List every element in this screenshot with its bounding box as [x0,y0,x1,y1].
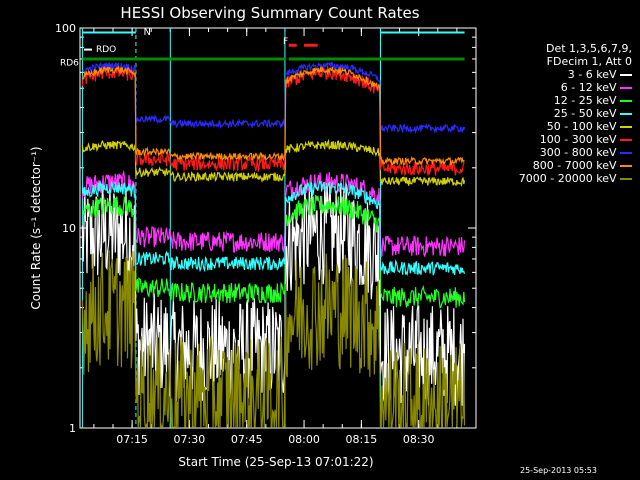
legend-entry-label: 800 - 7000 keV [532,159,620,172]
legend-header-detectors: Det 1,3,5,6,7,9, [545,42,632,55]
legend-swatch [620,139,632,141]
series-line [81,179,466,277]
y-tick-label: 10 [62,222,76,235]
series-line [82,65,465,166]
timestamp: 25-Sep-2013 05:53 [520,466,597,475]
series-line [81,250,466,429]
legend-header-decimation: FDecim 1, Att 0 [546,55,632,68]
legend-entry-label: 100 - 300 keV [539,133,620,146]
series-group [81,61,466,429]
x-tick-label: 07:45 [231,433,263,446]
legend-entry-label: 6 - 12 keV [560,81,620,94]
series-line [81,182,466,406]
x-tick-label: 08:30 [403,433,435,446]
legend-entry: 3 - 6 keV [484,68,632,81]
legend-swatch [620,87,632,89]
legend-swatch [620,152,632,154]
series-line [82,194,466,309]
y-tick-label: 100 [55,22,76,35]
series-line [81,63,465,177]
x-axis-ticks: 07:15 07:30 07:45 08:00 08:15 08:30 [93,28,477,446]
x-tick-label: 08:15 [346,433,378,446]
saa-flags: RD6 RDO [60,45,465,68]
rdo-label: RDO [96,45,116,55]
legend-entry: 7000 - 20000 keV [484,172,632,185]
legend-entry-label: 25 - 50 keV [553,107,620,120]
legend-entry-label: 7000 - 20000 keV [518,172,620,185]
legend-entry: 12 - 25 keV [484,94,632,107]
flare-flags: F [283,37,318,47]
legend-swatch [620,178,632,180]
y-axis-label: Count Rate (s⁻¹ detector⁻¹) [29,146,43,309]
flare-flag-label: F [283,37,288,47]
legend-entry-label: 3 - 6 keV [567,68,620,81]
legend-swatch [620,165,632,167]
legend-entry-label: 12 - 25 keV [553,94,620,107]
rd6-label: RD6 [60,58,79,68]
legend-entry: 25 - 50 keV [484,107,632,120]
legend-entry: 6 - 12 keV [484,81,632,94]
legend-entry-label: 300 - 800 keV [539,146,620,159]
x-tick-label: 07:30 [174,433,206,446]
legend-swatch [620,113,632,115]
legend-entry: 50 - 100 keV [484,120,632,133]
legend-entry: 100 - 300 keV [484,133,632,146]
legend-swatch [620,126,632,128]
series-line [81,138,466,187]
series-line [81,169,466,258]
legend-swatch [620,74,632,76]
series-line [82,61,466,135]
legend-entry: 300 - 800 keV [484,146,632,159]
x-tick-label: 07:15 [116,433,148,446]
legend-entry-label: 50 - 100 keV [546,120,620,133]
legend-swatch [620,100,632,102]
plot-area: 1 10 100 07:15 07:30 07:45 08:00 08:15 08:30 N RD6… [55,22,477,446]
x-axis-label: Start Time (25-Sep-13 07:01:22) [178,455,373,469]
x-tick-label: 08:00 [288,433,320,446]
y-tick-label: 1 [69,422,76,435]
chart-title: HESSI Observing Summary Count Rates [120,4,419,22]
night-flag-label: N [144,27,151,38]
legend-entry: 800 - 7000 keV [484,159,632,172]
